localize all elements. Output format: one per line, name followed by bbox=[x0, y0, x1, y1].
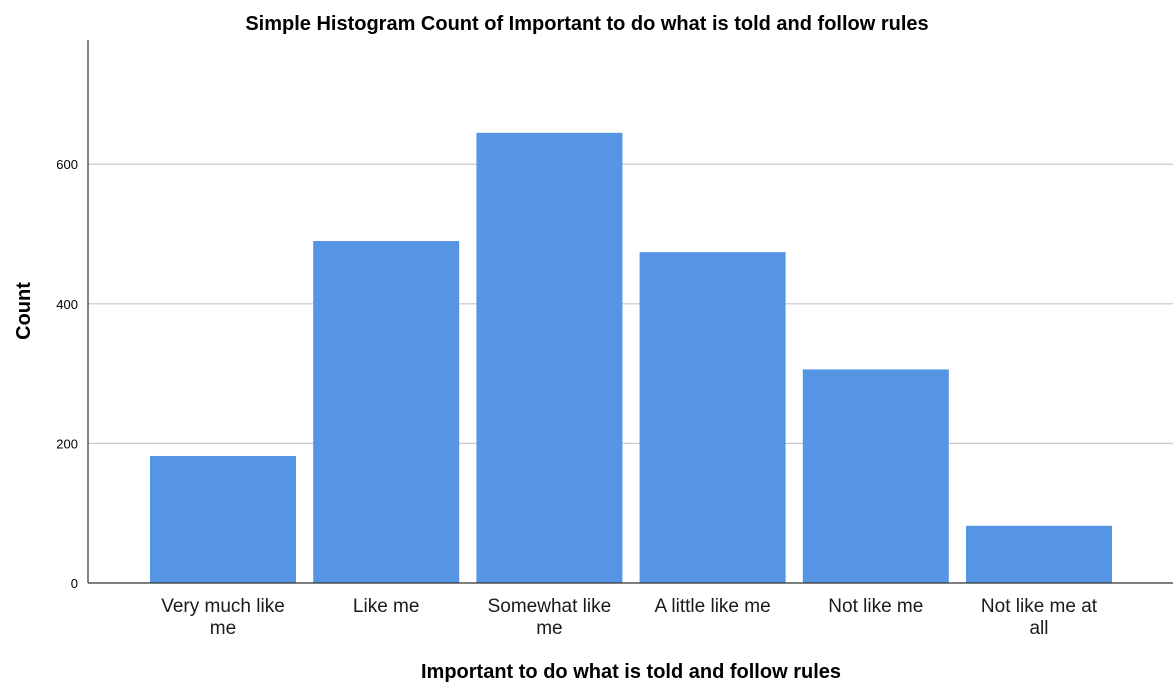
y-axis-title: Count bbox=[13, 282, 35, 340]
y-tick-label: 400 bbox=[56, 297, 78, 312]
bar bbox=[639, 252, 786, 583]
x-category-label: Not like me at all bbox=[981, 596, 1098, 639]
y-tick-label: 0 bbox=[71, 576, 78, 591]
x-category-label: Like me bbox=[353, 596, 420, 617]
axes bbox=[87, 40, 1173, 584]
gridlines bbox=[88, 163, 1173, 445]
y-tick-label: 600 bbox=[56, 157, 78, 172]
chart-title: Simple Histogram Count of Important to d… bbox=[245, 13, 928, 35]
x-category-label: Not like me bbox=[828, 596, 923, 617]
bar bbox=[150, 455, 296, 583]
x-category-label: Very much like me bbox=[161, 596, 285, 639]
bar bbox=[966, 525, 1112, 583]
bar bbox=[802, 369, 949, 583]
bar bbox=[476, 132, 623, 583]
x-category-label: Somewhat like me bbox=[488, 596, 612, 639]
x-category-labels: Very much like me Like me Somewhat like me A … bbox=[161, 596, 1098, 639]
bars bbox=[150, 132, 1112, 584]
bar bbox=[313, 241, 460, 584]
y-tick-labels: 0 200 400 600 bbox=[56, 157, 78, 591]
x-axis-title: Important to do what is told and follow … bbox=[421, 661, 841, 683]
x-category-label: A little like me bbox=[655, 596, 771, 617]
y-tick-label: 200 bbox=[56, 436, 78, 451]
